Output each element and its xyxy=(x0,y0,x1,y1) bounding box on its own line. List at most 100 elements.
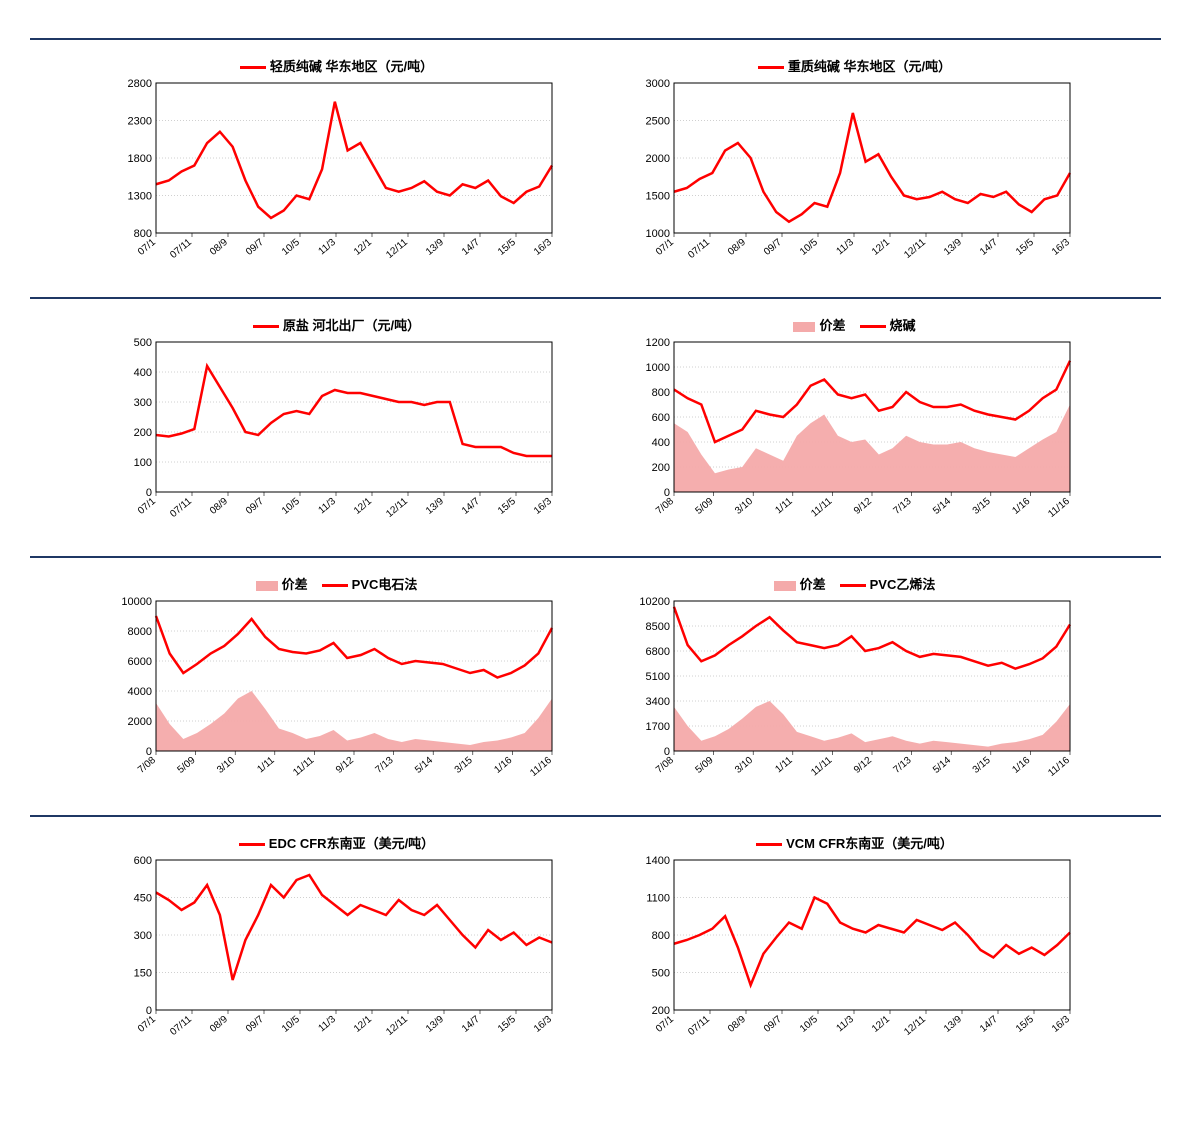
svg-text:1100: 1100 xyxy=(646,893,670,905)
svg-text:1/16: 1/16 xyxy=(492,755,514,776)
svg-text:12/11: 12/11 xyxy=(902,1014,928,1038)
legend: 价差PVC电石法 xyxy=(112,574,562,593)
legend-item: PVC电石法 xyxy=(322,574,418,593)
svg-text:600: 600 xyxy=(133,855,151,867)
svg-text:5100: 5100 xyxy=(645,671,669,683)
legend: 价差PVC乙烯法 xyxy=(630,574,1080,593)
svg-text:4000: 4000 xyxy=(127,686,151,698)
svg-text:200: 200 xyxy=(651,462,669,474)
svg-text:12/1: 12/1 xyxy=(869,237,891,258)
legend-swatch-area xyxy=(256,581,278,591)
svg-text:1/11: 1/11 xyxy=(773,755,795,776)
chart-ch3: 原盐 河北出厂（元/吨）010020030040050007/107/1108/… xyxy=(108,309,566,538)
svg-text:14/7: 14/7 xyxy=(977,1014,999,1035)
svg-text:13/9: 13/9 xyxy=(423,496,445,517)
svg-text:400: 400 xyxy=(651,437,669,449)
svg-text:11/16: 11/16 xyxy=(528,755,554,779)
svg-text:11/11: 11/11 xyxy=(291,755,316,779)
section-divider xyxy=(30,815,1161,817)
svg-text:09/7: 09/7 xyxy=(243,1014,265,1035)
svg-text:6000: 6000 xyxy=(127,656,151,668)
legend-item: 价差 xyxy=(774,574,826,593)
section-divider xyxy=(30,297,1161,299)
svg-text:800: 800 xyxy=(651,387,669,399)
svg-text:15/5: 15/5 xyxy=(1013,237,1035,258)
svg-text:500: 500 xyxy=(651,968,669,980)
svg-text:1300: 1300 xyxy=(127,191,151,203)
svg-text:16/3: 16/3 xyxy=(1049,1014,1071,1035)
legend-swatch-line xyxy=(756,843,782,846)
svg-text:7/08: 7/08 xyxy=(653,755,675,776)
svg-text:7/13: 7/13 xyxy=(373,755,395,776)
svg-text:11/3: 11/3 xyxy=(316,237,338,258)
legend-swatch-line xyxy=(239,843,265,846)
legend-swatch-line xyxy=(860,325,886,328)
svg-text:1/11: 1/11 xyxy=(773,496,795,517)
svg-text:11/16: 11/16 xyxy=(1046,755,1072,779)
legend-item: 价差 xyxy=(793,315,845,334)
legend-swatch-line xyxy=(322,584,348,587)
chart-row: 价差PVC电石法02000400060008000100007/085/093/… xyxy=(30,568,1161,797)
chart-ch2: 重质纯碱 华东地区（元/吨）1000150020002500300007/107… xyxy=(626,50,1084,279)
svg-text:13/9: 13/9 xyxy=(423,1014,445,1035)
svg-text:10/5: 10/5 xyxy=(279,1014,301,1035)
svg-text:1800: 1800 xyxy=(127,153,151,165)
legend-item: 轻质纯碱 华东地区（元/吨） xyxy=(240,56,433,75)
svg-text:09/7: 09/7 xyxy=(761,237,783,258)
svg-text:1500: 1500 xyxy=(645,191,669,203)
svg-text:5/09: 5/09 xyxy=(693,496,715,517)
svg-text:3/10: 3/10 xyxy=(215,755,237,776)
legend-swatch-line xyxy=(240,66,266,69)
svg-text:08/9: 08/9 xyxy=(207,496,229,517)
svg-text:1000: 1000 xyxy=(645,362,669,374)
svg-text:7/13: 7/13 xyxy=(891,755,913,776)
chart-ch8: VCM CFR东南亚（美元/吨）2005008001100140007/107/… xyxy=(626,827,1084,1056)
svg-text:3/15: 3/15 xyxy=(970,496,992,517)
svg-text:14/7: 14/7 xyxy=(977,237,999,258)
svg-text:12/11: 12/11 xyxy=(384,1014,410,1038)
svg-text:1700: 1700 xyxy=(645,721,669,733)
svg-text:600: 600 xyxy=(651,412,669,424)
svg-text:10200: 10200 xyxy=(639,596,670,608)
legend: 价差烧碱 xyxy=(630,315,1080,334)
legend-item: 重质纯碱 华东地区（元/吨） xyxy=(758,56,951,75)
svg-text:13/9: 13/9 xyxy=(941,1014,963,1035)
svg-text:1/16: 1/16 xyxy=(1010,496,1032,517)
svg-text:09/7: 09/7 xyxy=(243,496,265,517)
svg-text:200: 200 xyxy=(133,427,151,439)
legend: 轻质纯碱 华东地区（元/吨） xyxy=(112,56,562,75)
svg-text:450: 450 xyxy=(133,893,151,905)
svg-text:14/7: 14/7 xyxy=(459,1014,481,1035)
legend-swatch-line xyxy=(840,584,866,587)
svg-text:3/10: 3/10 xyxy=(733,496,755,517)
svg-text:5/14: 5/14 xyxy=(931,496,953,517)
svg-text:13/9: 13/9 xyxy=(423,237,445,258)
svg-text:11/11: 11/11 xyxy=(809,496,834,520)
legend-item: EDC CFR东南亚（美元/吨） xyxy=(239,833,434,852)
legend-item: 原盐 河北出厂（元/吨） xyxy=(253,315,420,334)
svg-text:2300: 2300 xyxy=(127,116,151,128)
svg-text:5/09: 5/09 xyxy=(693,755,715,776)
section-divider xyxy=(30,556,1161,558)
svg-text:07/1: 07/1 xyxy=(135,496,157,517)
svg-text:1/16: 1/16 xyxy=(1010,755,1032,776)
svg-text:5/14: 5/14 xyxy=(413,755,435,776)
legend-swatch-line xyxy=(758,66,784,69)
svg-text:08/9: 08/9 xyxy=(207,237,229,258)
svg-text:09/7: 09/7 xyxy=(243,237,265,258)
svg-text:9/12: 9/12 xyxy=(851,496,873,517)
svg-text:6800: 6800 xyxy=(645,646,669,658)
svg-text:11/3: 11/3 xyxy=(316,1014,338,1035)
svg-text:07/11: 07/11 xyxy=(686,1014,712,1038)
svg-text:12/11: 12/11 xyxy=(384,237,410,261)
svg-text:400: 400 xyxy=(133,367,151,379)
svg-text:12/11: 12/11 xyxy=(384,496,410,520)
svg-text:14/7: 14/7 xyxy=(459,237,481,258)
svg-text:10/5: 10/5 xyxy=(279,496,301,517)
svg-text:9/12: 9/12 xyxy=(333,755,355,776)
svg-text:07/11: 07/11 xyxy=(686,237,712,261)
svg-text:10/5: 10/5 xyxy=(797,237,819,258)
svg-text:15/5: 15/5 xyxy=(1013,1014,1035,1035)
svg-text:1/11: 1/11 xyxy=(255,755,277,776)
svg-text:1400: 1400 xyxy=(645,855,669,867)
